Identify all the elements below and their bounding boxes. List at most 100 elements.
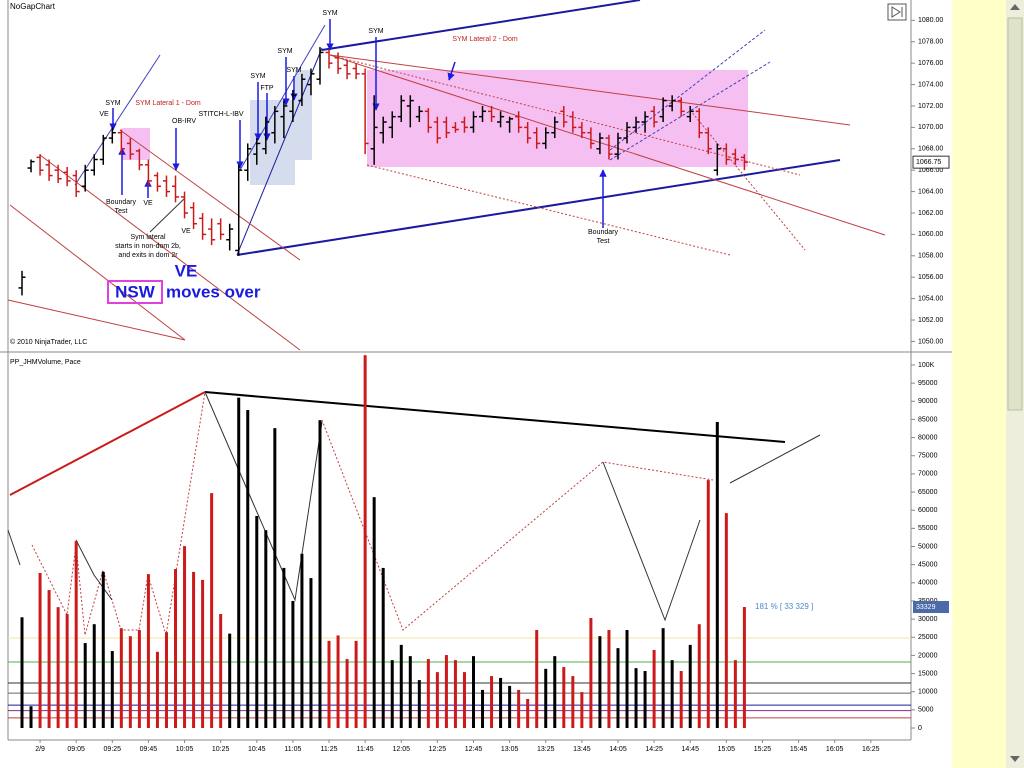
volume-bar [372, 497, 376, 729]
annotation: SYM [277, 48, 292, 55]
nsw-box [107, 280, 163, 304]
volume-bar [300, 553, 304, 729]
volume-bar [724, 513, 728, 729]
volume-bar [706, 480, 710, 729]
x-tick-label: 15:25 [754, 746, 772, 753]
volume-bar [742, 607, 746, 729]
copyright: © 2010 NinjaTrader, LLC [10, 338, 87, 346]
volume-bar [517, 689, 521, 729]
volume-bar [174, 569, 178, 729]
volume-bar [580, 692, 584, 729]
volume-bar [643, 671, 647, 729]
x-tick-label: 10:45 [248, 746, 266, 753]
last-price-box [912, 155, 950, 169]
volume-bar [544, 668, 548, 729]
volume-bar [417, 680, 421, 729]
volume-bar [83, 643, 87, 729]
lateral-box [367, 70, 748, 167]
side-panel [952, 0, 1006, 768]
volume-bar [508, 685, 512, 729]
annotation: SYM [286, 67, 301, 74]
last-volume-box [913, 601, 949, 614]
annotation: SYM [322, 10, 337, 17]
x-tick-label: 14:25 [645, 746, 663, 753]
volume-bar [408, 656, 412, 729]
volume-bar [101, 571, 105, 729]
x-tick-label: 16:25 [862, 746, 880, 753]
volume-bar [264, 530, 268, 729]
volume-bar [589, 618, 593, 729]
y-tick-label: 75000 [918, 453, 938, 460]
annotation: Boundary [106, 199, 136, 206]
volume-bar [192, 571, 196, 729]
x-tick-label: 10:25 [212, 746, 230, 753]
panel-title: PP_JHMVolume, Pace [10, 359, 81, 366]
y-tick-label: 5000 [918, 707, 934, 714]
volume-bar [553, 656, 557, 729]
volume-bar [164, 632, 168, 729]
y-tick-label: 1062.00 [918, 210, 943, 217]
annotation: SYM [368, 28, 383, 35]
y-tick-label: 15000 [918, 670, 938, 677]
volume-bar [56, 607, 60, 729]
volume-bar [65, 614, 69, 729]
y-tick-label: 1074.00 [918, 81, 943, 88]
x-tick-label: 15:05 [718, 746, 736, 753]
annotation: and exits in dom 2r [118, 252, 178, 259]
volume-bar [562, 667, 566, 729]
volume-bar [219, 614, 223, 729]
volume-bar [444, 655, 448, 729]
annotation: VE [99, 111, 109, 118]
annotation: SYM [105, 100, 120, 107]
volume-bar [282, 567, 286, 729]
annotation: starts in non-dom 2b, [115, 243, 181, 250]
y-tick-label: 1072.00 [918, 103, 943, 110]
x-tick-label: 13:25 [537, 746, 555, 753]
volume-bar [183, 546, 187, 729]
y-tick-label: 50000 [918, 543, 938, 550]
y-tick-label: 1052.00 [918, 317, 943, 324]
volume-bar [354, 640, 358, 729]
volume-bar [119, 628, 123, 729]
volume-bar [571, 676, 575, 729]
x-tick-label: 11:05 [284, 746, 301, 753]
volume-bar [670, 660, 674, 729]
y-tick-label: 1076.00 [918, 60, 943, 67]
annotation: VE [175, 261, 198, 280]
y-tick-label: 20000 [918, 652, 938, 659]
x-tick-label: 10:05 [176, 746, 194, 753]
toggle-button[interactable] [887, 3, 907, 21]
x-tick-label: 13:05 [501, 746, 519, 753]
volume-bar [472, 656, 475, 729]
annotation: OB-IRV [172, 118, 196, 125]
y-tick-label: 60000 [918, 507, 938, 514]
y-tick-label: 1060.00 [918, 231, 943, 238]
x-tick-label: 2/9 [35, 746, 45, 753]
annotation: Test [115, 208, 128, 215]
scroll-down[interactable] [1010, 756, 1020, 762]
volume-bar [74, 541, 78, 729]
volume-bar [426, 659, 430, 729]
lateral-box [122, 128, 150, 160]
annotation: SYM Lateral 2 - Dom [452, 36, 518, 43]
y-tick-label: 0 [918, 725, 922, 732]
annotation: Sym lateral [130, 234, 165, 241]
y-tick-label: 1056.00 [918, 274, 943, 281]
scrollbar-thumb[interactable] [1007, 17, 1023, 411]
volume-bar [733, 660, 737, 729]
volume-bar [201, 579, 205, 729]
y-tick-label: 95000 [918, 380, 938, 387]
y-tick-label: 10000 [918, 689, 938, 696]
volume-bar [47, 590, 51, 729]
volume-bar [255, 516, 259, 729]
volume-bar [237, 397, 241, 729]
x-tick-label: 12:25 [429, 746, 447, 753]
annotation: Boundary [588, 229, 618, 236]
y-tick-label: 25000 [918, 634, 938, 641]
volume-bar [38, 573, 42, 729]
volume-bar [20, 617, 24, 729]
volume-bar [697, 624, 701, 729]
y-tick-label: 45000 [918, 561, 938, 568]
scroll-up[interactable] [1010, 4, 1020, 10]
